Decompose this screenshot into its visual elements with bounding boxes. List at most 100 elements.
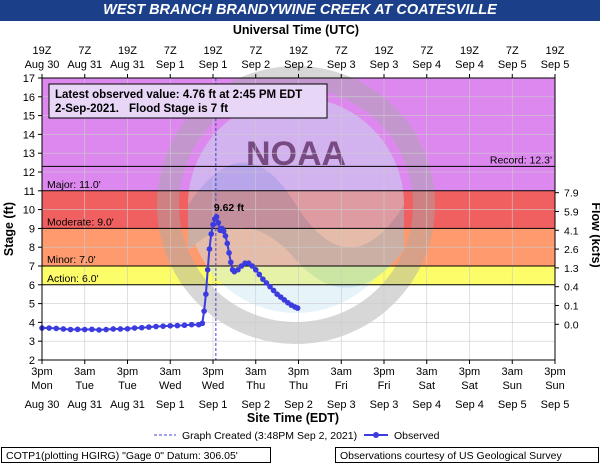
left-tick-label: 11 bbox=[24, 186, 35, 198]
bottom-tick-date: Sep 4 bbox=[455, 399, 484, 411]
bottom-tick-date: Aug 31 bbox=[110, 399, 145, 411]
top-tick-time: 19Z bbox=[375, 45, 394, 57]
bottom-tick-time: 3pm bbox=[202, 366, 223, 378]
left-tick-label: 3 bbox=[29, 336, 35, 348]
watermark-text: NOAA bbox=[246, 135, 346, 173]
bottom-tick-day: Sat bbox=[461, 380, 478, 392]
bottom-tick-time: 3pm bbox=[459, 366, 480, 378]
info-flood-stage: Flood Stage is 7 ft bbox=[129, 103, 228, 115]
observed-point bbox=[203, 291, 209, 298]
observed-point bbox=[228, 259, 234, 266]
observed-point bbox=[74, 326, 81, 333]
observed-point bbox=[208, 231, 215, 237]
bottom-axis-title: Site Time (EDT) bbox=[247, 411, 339, 425]
top-tick-time: 19Z bbox=[118, 45, 137, 57]
observed-point bbox=[215, 219, 222, 226]
top-axis-title: Universal Time (UTC) bbox=[233, 23, 359, 37]
peak-label: 9.62 ft bbox=[214, 202, 245, 214]
bottom-tick-date: Sep 1 bbox=[199, 399, 228, 411]
legend-observed-label: Observed bbox=[394, 430, 440, 442]
observed-point bbox=[46, 325, 52, 331]
bottom-tick-date: Aug 30 bbox=[25, 399, 60, 411]
observed-point bbox=[206, 246, 213, 252]
bottom-tick-date: Sep 5 bbox=[541, 399, 570, 411]
bottom-tick-day: Wed bbox=[202, 380, 224, 392]
left-tick-label: 4 bbox=[29, 317, 35, 329]
bottom-tick-date: Sep 3 bbox=[327, 399, 356, 411]
bottom-tick-time: 3am bbox=[416, 366, 437, 378]
right-axis-title: Flow (kcfs) bbox=[589, 202, 600, 267]
bottom-tick-time: 3pm bbox=[544, 366, 565, 378]
observed-point bbox=[131, 325, 138, 331]
threshold-label-moderate: Moderate: 9.0' bbox=[47, 216, 114, 228]
left-tick-label: 12 bbox=[23, 167, 35, 179]
watermark-outer-ring bbox=[157, 66, 435, 344]
top-tick-time: 7Z bbox=[164, 45, 177, 57]
top-tick-time: 19Z bbox=[289, 45, 308, 57]
left-tick-label: 8 bbox=[29, 242, 35, 254]
bottom-tick-time: 3pm bbox=[31, 366, 52, 378]
observed-point bbox=[96, 327, 102, 333]
observed-point bbox=[249, 263, 255, 269]
top-tick-date: Aug 31 bbox=[67, 59, 102, 71]
observed-point bbox=[294, 305, 301, 311]
threshold-lines: Record: 12.3' Major: 11.0' Moderate: 9.0' M… bbox=[42, 154, 555, 286]
top-tick-time: 19Z bbox=[460, 45, 479, 57]
top-tick-time: 7Z bbox=[506, 45, 519, 57]
top-tick-date: Aug 31 bbox=[110, 59, 145, 71]
left-tick-label: 6 bbox=[29, 280, 35, 292]
legend-created-label: Graph Created (3:48PM Sep 2, 2021) bbox=[182, 430, 357, 442]
chart-title: WEST BRANCH BRANDYWINE CREEK AT COATESVI… bbox=[0, 0, 600, 21]
threshold-label-minor: Minor: 7.0' bbox=[47, 254, 96, 266]
observed-point bbox=[67, 326, 74, 333]
bottom-tick-day: Thu bbox=[289, 380, 308, 392]
bottom-tick-time: 3am bbox=[74, 366, 95, 378]
bottom-tick-date: Sep 4 bbox=[412, 399, 441, 411]
top-tick-date: Sep 4 bbox=[455, 59, 484, 71]
left-tick-label: 7 bbox=[29, 261, 35, 273]
top-tick-time: 19Z bbox=[33, 45, 52, 57]
bottom-tick-time: 3am bbox=[502, 366, 523, 378]
bottom-tick-day: Sun bbox=[545, 380, 565, 392]
bottom-tick-date: Sep 2 bbox=[241, 399, 270, 411]
observed-point bbox=[224, 240, 231, 247]
info-latest-value: Latest observed value: 4.76 ft at 2:45 P… bbox=[55, 89, 302, 101]
watermark-inner-disc bbox=[188, 97, 404, 313]
left-tick-label: 9 bbox=[29, 223, 35, 235]
bottom-axis-ticks: 3pm Mon Aug 30 3am Tue Aug 31 3pm Tue Aug 31 3am W… bbox=[25, 360, 570, 411]
observed-point bbox=[213, 213, 220, 220]
observed-series bbox=[39, 213, 301, 333]
observed-point bbox=[117, 326, 124, 332]
observed-point bbox=[146, 324, 152, 330]
observed-point bbox=[138, 324, 145, 331]
threshold-label-major: Major: 11.0' bbox=[47, 179, 101, 191]
observed-point bbox=[210, 221, 216, 228]
left-tick-label: 2 bbox=[29, 355, 35, 367]
bottom-tick-day: Wed bbox=[159, 380, 181, 392]
right-tick-label: 4.1 bbox=[564, 225, 579, 237]
observed-point bbox=[60, 326, 67, 332]
top-tick-time: 7Z bbox=[420, 45, 433, 57]
top-tick-date: Aug 30 bbox=[25, 59, 60, 71]
left-tick-label: 10 bbox=[23, 205, 35, 217]
right-tick-label: 0.1 bbox=[564, 300, 579, 312]
left-tick-label: 17 bbox=[23, 73, 35, 85]
top-tick-time: 7Z bbox=[335, 45, 348, 57]
left-tick-label: 5 bbox=[29, 299, 35, 311]
bottom-tick-day: Fri bbox=[378, 380, 391, 392]
footer-credits: Observations courtesy of US Geological S… bbox=[335, 447, 599, 463]
bottom-tick-day: Tue bbox=[75, 380, 94, 392]
observed-point bbox=[260, 276, 266, 282]
observed-point bbox=[81, 326, 88, 333]
observed-point bbox=[181, 322, 188, 329]
bottom-tick-time: 3am bbox=[331, 366, 352, 378]
bottom-tick-date: Sep 5 bbox=[498, 399, 527, 411]
top-tick-time: 19Z bbox=[546, 45, 565, 57]
observed-point bbox=[110, 326, 117, 332]
observed-point bbox=[226, 250, 232, 256]
observed-point bbox=[270, 287, 277, 294]
observed-point bbox=[124, 325, 131, 332]
observed-point bbox=[204, 266, 211, 273]
right-tick-label: 7.9 bbox=[564, 188, 579, 200]
